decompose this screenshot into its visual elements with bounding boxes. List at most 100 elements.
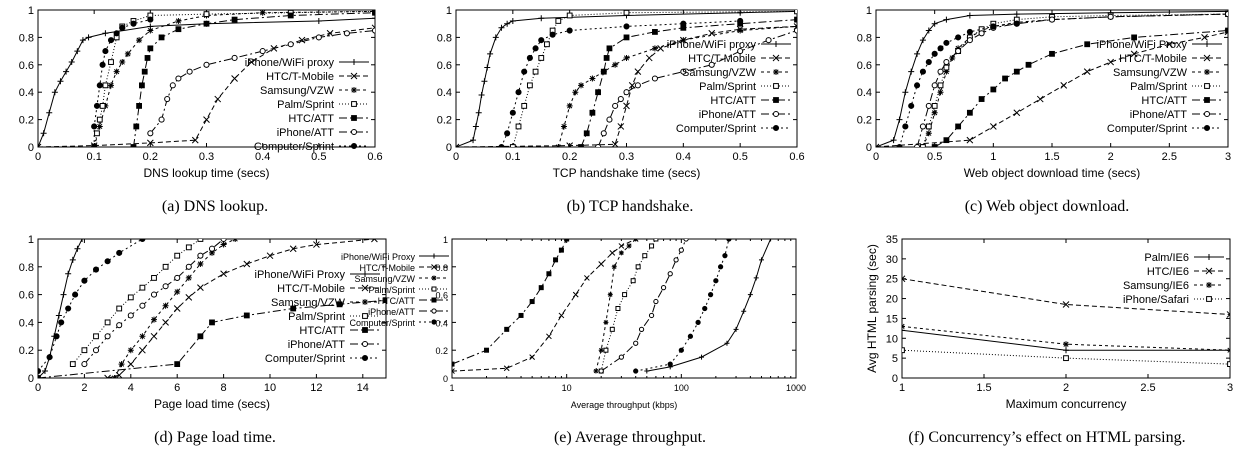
x-axis-label: DNS lookup time (secs) [143, 166, 269, 180]
data-point [642, 253, 648, 259]
data-point [1226, 311, 1230, 318]
data-point [555, 18, 562, 24]
legend-label: Computer/Sprint [676, 123, 756, 135]
data-point [139, 239, 146, 243]
data-point [197, 252, 204, 259]
data-point [174, 361, 181, 368]
data-point [108, 59, 114, 65]
data-point [699, 354, 705, 360]
data-point [99, 103, 106, 109]
x-tick-label: 3 [1225, 151, 1231, 163]
legend-marker [1204, 83, 1210, 89]
series-line [922, 13, 1228, 147]
data-point [546, 271, 552, 277]
legend-label: iPhone/ATT [368, 307, 415, 317]
data-point [651, 45, 658, 52]
data-point [653, 298, 659, 305]
data-point [603, 347, 609, 353]
x-tick-label: 8 [221, 382, 227, 394]
series-iphone-att [914, 11, 1228, 147]
series-computer-sprint [633, 239, 732, 374]
data-point [158, 34, 165, 41]
data-point [919, 37, 926, 44]
y-tick-label: 0.4 [857, 87, 872, 99]
data-point [38, 368, 42, 375]
x-tick-label: 3 [1227, 382, 1233, 394]
data-point [174, 288, 181, 295]
y-tick-label: 0.2 [19, 345, 34, 357]
data-point [94, 130, 100, 137]
data-point [558, 247, 564, 253]
data-point [144, 55, 151, 61]
data-point [326, 29, 334, 37]
data-point [162, 302, 169, 309]
data-point [914, 143, 921, 147]
x-tick-label: 100 [674, 383, 689, 393]
legend-label: HTC/IE6 [1147, 266, 1189, 278]
data-point [1013, 68, 1020, 75]
data-point [1107, 58, 1115, 66]
data-point [81, 361, 88, 368]
data-point [680, 37, 687, 44]
x-tick-label: 1 [899, 382, 905, 394]
series-line [84, 239, 224, 365]
data-point [593, 368, 599, 374]
data-point [1013, 20, 1020, 27]
data-point [139, 346, 146, 354]
data-point [372, 10, 375, 16]
data-point [526, 82, 533, 89]
data-point [532, 45, 539, 52]
data-point [173, 305, 181, 312]
data-point [1084, 41, 1091, 48]
data-point [139, 302, 146, 309]
data-point [618, 243, 625, 249]
series-computer-sprint [91, 16, 154, 147]
data-point [147, 45, 154, 52]
data-point [1165, 40, 1173, 48]
data-point [1130, 50, 1138, 58]
data-point [623, 102, 630, 110]
y-tick-label: 30 [886, 254, 898, 266]
data-point [758, 257, 764, 263]
data-point [566, 27, 573, 34]
legend-marker [1203, 124, 1211, 132]
x-tick-label: 2 [1108, 151, 1114, 163]
data-point [966, 28, 973, 35]
data-point [1225, 27, 1228, 34]
legend-marker [772, 110, 780, 118]
series-iphone-att [81, 239, 227, 368]
data-point [603, 55, 610, 61]
data-point [162, 319, 169, 326]
data-point [136, 103, 142, 109]
y-tick-label: 0 [28, 373, 34, 385]
y-tick-label: 0 [866, 142, 872, 154]
data-point [630, 278, 636, 284]
series-line [512, 10, 797, 147]
data-point [695, 319, 701, 326]
series-samsung-vzw [111, 239, 239, 378]
y-tick-label: 0 [28, 142, 34, 154]
data-point [549, 31, 556, 38]
series-line [38, 239, 143, 372]
data-point [600, 130, 607, 137]
plot-area [902, 275, 1230, 368]
series-palm-sprint [509, 10, 797, 147]
data-point [57, 78, 64, 85]
data-point [737, 27, 744, 34]
data-point [162, 283, 169, 290]
data-point [51, 89, 58, 96]
legend-label: HTC/T-Mobile [277, 283, 345, 295]
data-point [555, 144, 562, 147]
data-point [108, 82, 115, 89]
data-point [115, 371, 123, 378]
data-point [566, 12, 573, 19]
legend-marker [1206, 282, 1212, 288]
series-samsung-vzw [593, 239, 639, 374]
y-tick-label: 0.4 [19, 87, 34, 99]
data-point [203, 116, 210, 123]
data-point [315, 17, 322, 24]
data-point [452, 361, 455, 367]
data-point [612, 61, 619, 68]
data-point [623, 34, 630, 41]
